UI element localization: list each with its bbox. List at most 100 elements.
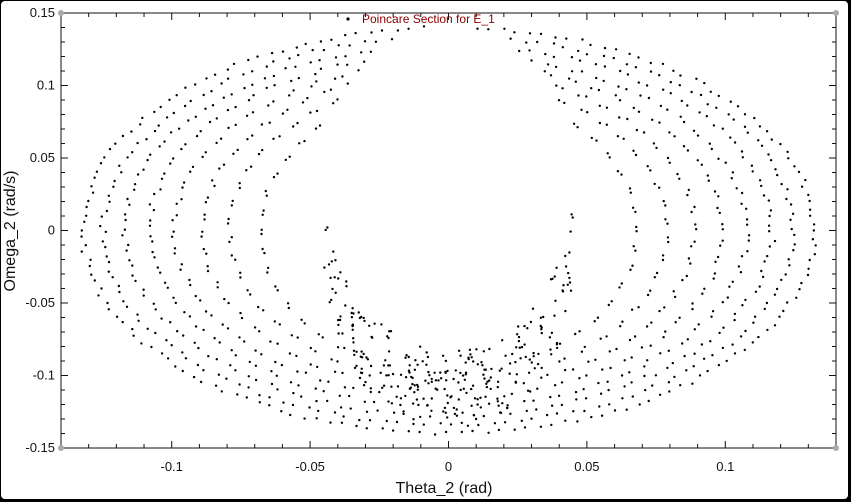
scatter-point [629, 268, 632, 271]
scatter-point [808, 258, 811, 262]
scatter-point [430, 377, 433, 381]
scatter-point [128, 259, 131, 262]
scatter-point [797, 170, 801, 174]
scatter-point [630, 356, 633, 359]
scatter-point [315, 109, 319, 113]
scatter-point [296, 336, 299, 339]
scatter-point [426, 403, 429, 407]
scatter-point [352, 312, 355, 315]
scatter-point [284, 67, 287, 70]
scatter-point [385, 374, 388, 377]
scatter-point [172, 111, 175, 115]
scatter-point [568, 251, 571, 254]
scatter-point [419, 415, 422, 419]
scatter-point [563, 368, 567, 372]
scatter-point [760, 144, 764, 147]
scatter-point [706, 174, 709, 177]
scatter-point [280, 410, 283, 413]
scatter-point [416, 388, 419, 391]
scatter-point [752, 321, 755, 324]
scatter-point [215, 141, 218, 145]
scatter-point [680, 99, 683, 103]
scatter-point [358, 418, 361, 422]
scatter-point [181, 351, 184, 354]
scatter-point [370, 31, 373, 34]
scatter-point [703, 287, 706, 290]
scatter-point [329, 421, 332, 424]
scatter-point [317, 409, 320, 413]
scatter-point [497, 428, 501, 432]
scatter-point [197, 346, 200, 350]
scatter-point [566, 283, 569, 286]
scatter-point [257, 152, 261, 156]
scatter-point [385, 419, 388, 423]
scatter-point [123, 228, 127, 231]
scatter-point [215, 117, 218, 120]
scatter-point [793, 165, 796, 168]
scatter-point [421, 360, 424, 363]
scatter-point [80, 250, 84, 253]
scatter-point [99, 162, 103, 165]
scatter-point [114, 142, 117, 145]
scatter-point [741, 304, 744, 307]
scatter-point [760, 269, 763, 273]
scatter-point [682, 120, 686, 124]
scatter-point [304, 371, 308, 374]
scatter-point [717, 94, 720, 98]
scatter-point [127, 243, 130, 247]
scatter-point [758, 179, 762, 182]
scatter-point [625, 88, 628, 91]
scatter-point [414, 359, 417, 362]
scatter-point [213, 337, 216, 340]
scatter-point [577, 94, 580, 97]
scatter-point [570, 70, 574, 73]
scatter-point [149, 153, 152, 156]
scatter-point [387, 400, 390, 403]
scatter-point [278, 323, 281, 326]
x-axis-title: Theta_2 (rad) [396, 480, 493, 497]
scatter-point [379, 371, 382, 374]
scatter-point [744, 298, 747, 302]
scatter-point [733, 141, 737, 144]
scatter-point [338, 318, 342, 322]
scatter-point [365, 410, 369, 413]
scatter-point [652, 142, 656, 145]
scatter-point [651, 384, 654, 387]
scatter-point [632, 245, 635, 248]
scatter-point [733, 312, 737, 316]
scatter-point [716, 255, 720, 259]
scatter-point [697, 323, 700, 326]
scatter-point [632, 149, 635, 152]
scatter-point [487, 431, 490, 434]
scatter-point [747, 234, 751, 237]
corner-handle-bottom-right[interactable] [833, 445, 839, 451]
corner-handle-top-right[interactable] [833, 10, 839, 16]
scatter-point [549, 395, 552, 399]
scatter-point [668, 131, 671, 134]
scatter-point [751, 170, 754, 173]
scatter-point [146, 158, 149, 162]
scatter-point [691, 302, 694, 305]
corner-handle-bottom-left[interactable] [58, 445, 64, 451]
scatter-point [779, 142, 782, 146]
scatter-point [476, 27, 479, 30]
scatter-point [607, 388, 610, 392]
scatter-point [362, 384, 366, 387]
scatter-point [234, 369, 237, 372]
scatter-point [518, 49, 521, 53]
scatter-point [452, 377, 455, 381]
scatter-point [800, 281, 803, 285]
scatter-point [353, 353, 356, 357]
scatter-point [416, 383, 419, 387]
scatter-point [104, 230, 108, 234]
corner-handle-top-left[interactable] [58, 10, 64, 16]
scatter-point [289, 381, 293, 384]
scatter-point [387, 374, 390, 377]
scatter-point [585, 95, 588, 98]
scatter-point [706, 103, 709, 106]
scatter-point [126, 197, 129, 201]
scatter-point [355, 424, 358, 428]
scatter-point [496, 380, 500, 383]
scatter-point [446, 394, 449, 397]
scatter-point [122, 300, 125, 303]
